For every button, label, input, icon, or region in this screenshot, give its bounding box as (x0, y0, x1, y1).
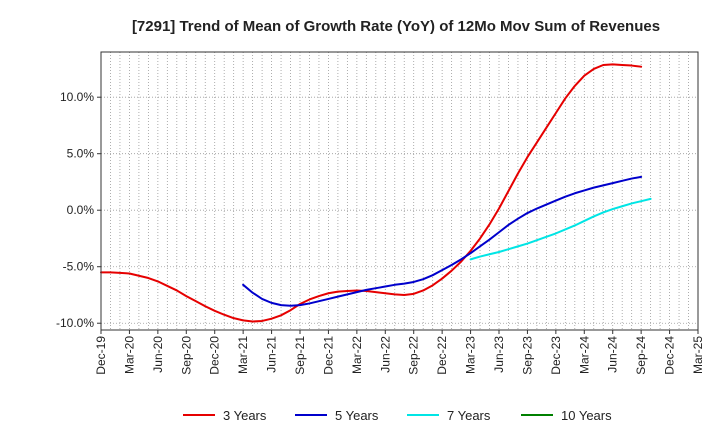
series-layer (100, 63, 652, 323)
x-tick-label: Sep-23 (520, 336, 534, 375)
x-tick-label: Dec-19 (94, 336, 108, 375)
legend-label: 10 Years (561, 408, 612, 423)
series-line-3-years (100, 63, 643, 323)
x-tick-label: Mar-20 (122, 336, 136, 374)
legend-label: 3 Years (223, 408, 267, 423)
x-tick-label: Dec-21 (321, 336, 335, 375)
x-tick-label: Sep-22 (407, 336, 421, 375)
series-line-7-years (469, 197, 652, 261)
y-axis: 10.0% 5.0% 0.0% -5.0% -10.0% (56, 90, 101, 330)
x-tick-label: Mar-22 (350, 336, 364, 374)
y-tick-label: -10.0% (56, 316, 94, 330)
x-tick-label: Jun-21 (265, 336, 279, 373)
legend-label: 5 Years (335, 408, 379, 423)
y-tick-label: 5.0% (67, 147, 95, 161)
y-tick-label: -5.0% (63, 260, 95, 274)
x-tick-label: Dec-24 (663, 336, 677, 375)
x-axis: Dec-19 Mar-20 Jun-20 Sep-20 Dec-20 Mar-21 Jun-… (94, 330, 705, 375)
x-tick-label: Sep-21 (293, 336, 307, 375)
x-tick-label: Jun-22 (378, 336, 392, 373)
legend: 3 Years 5 Years 7 Years 10 Years (183, 408, 612, 423)
series-line-5-years (242, 175, 643, 307)
x-tick-label: Mar-21 (236, 336, 250, 374)
x-tick-label: Dec-22 (435, 336, 449, 375)
x-tick-label: Mar-23 (464, 336, 478, 374)
chart-title: [7291] Trend of Mean of Growth Rate (YoY… (132, 18, 660, 35)
x-tick-label: Sep-20 (179, 336, 193, 375)
x-tick-label: Mar-24 (577, 336, 591, 374)
legend-label: 7 Years (447, 408, 491, 423)
y-tick-label: 0.0% (67, 203, 95, 217)
horizontal-gridlines (101, 96, 698, 324)
x-tick-label: Dec-20 (208, 336, 222, 375)
x-tick-label: Jun-24 (606, 336, 620, 373)
x-tick-label: Dec-23 (549, 336, 563, 375)
plot-frame (100, 51, 699, 331)
vertical-gridlines (110, 52, 689, 330)
x-tick-label: Sep-24 (634, 336, 648, 375)
y-tick-label: 10.0% (60, 90, 94, 104)
x-tick-label: Jun-20 (151, 336, 165, 373)
plot-area (101, 52, 698, 330)
x-tick-label: Mar-25 (691, 336, 705, 374)
x-tick-label: Jun-23 (492, 336, 506, 373)
